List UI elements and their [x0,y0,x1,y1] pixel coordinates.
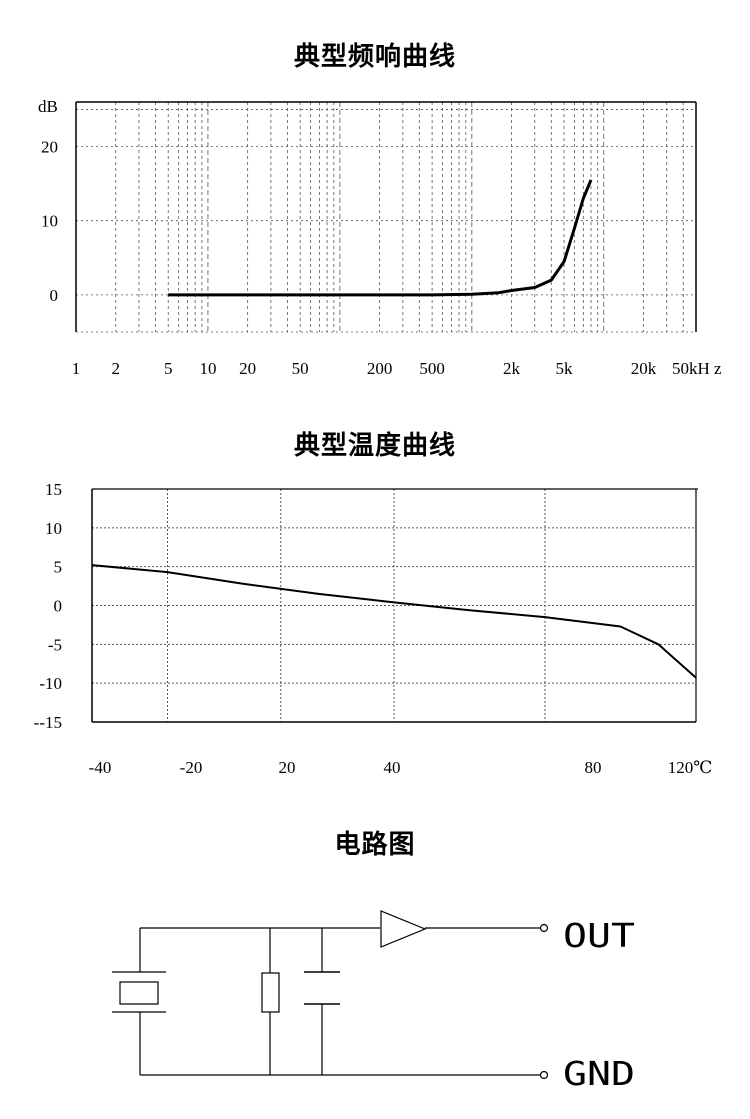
x-tick-label: 2k [503,359,521,378]
x-tick-label: 120℃ [668,758,713,777]
out-label: OUT [563,916,635,955]
crystal-symbol [112,971,166,1013]
x-tick-label: 500 [419,359,445,378]
y-tick-label: 20 [41,138,58,157]
series-line [168,179,593,297]
x-tick-label: -40 [89,758,112,777]
x-tick-label: 50kH z [672,359,722,378]
x-tick-label: 80 [585,758,602,777]
temp-curve-chart: 15 10 5 0 -5 -10 --15 -40 -20 20 40 80 120℃ [34,480,713,777]
series-line [91,564,697,679]
amplifier-symbol [380,910,427,948]
y-tick-label: -5 [48,635,62,654]
y-tick-label: 5 [54,558,63,577]
x-tick-label: 40 [384,758,401,777]
x-tick-label: 50 [292,359,309,378]
x-tick-label: 5k [556,359,574,378]
x-tick-label: 20k [631,359,657,378]
circuit-title: 电路图 [334,830,416,860]
x-tick-label: 200 [367,359,393,378]
capacitor-symbol [304,971,340,1005]
freq-response-title: 典型频响曲线 [293,42,456,72]
temp-curve-title: 典型温度曲线 [293,431,456,461]
x-tick-label: 1 [72,359,81,378]
out-terminal [539,923,549,933]
y-tick-label: --15 [34,713,62,732]
y-tick-label: 15 [45,480,62,499]
x-tick-label: 10 [199,359,216,378]
y-tick-label: 10 [45,519,62,538]
x-tick-label: 2 [111,359,120,378]
y-tick-label: -10 [39,674,62,693]
y-tick-label: 0 [50,286,59,305]
resistor-symbol [261,972,280,1013]
y-axis-label: dB [38,97,58,116]
x-tick-label: 5 [164,359,173,378]
y-tick-label: 10 [41,212,58,231]
gnd-label: GND [563,1054,635,1093]
freq-response-chart: dB 20 10 0 1 2 5 10 20 50 200 500 2k 5k 20k 50kH z [38,97,722,378]
y-tick-label: 0 [54,597,63,616]
x-tick-label: 20 [239,359,256,378]
x-tick-label: -20 [180,758,203,777]
x-tick-label: 20 [279,758,296,777]
gnd-terminal [539,1070,549,1080]
